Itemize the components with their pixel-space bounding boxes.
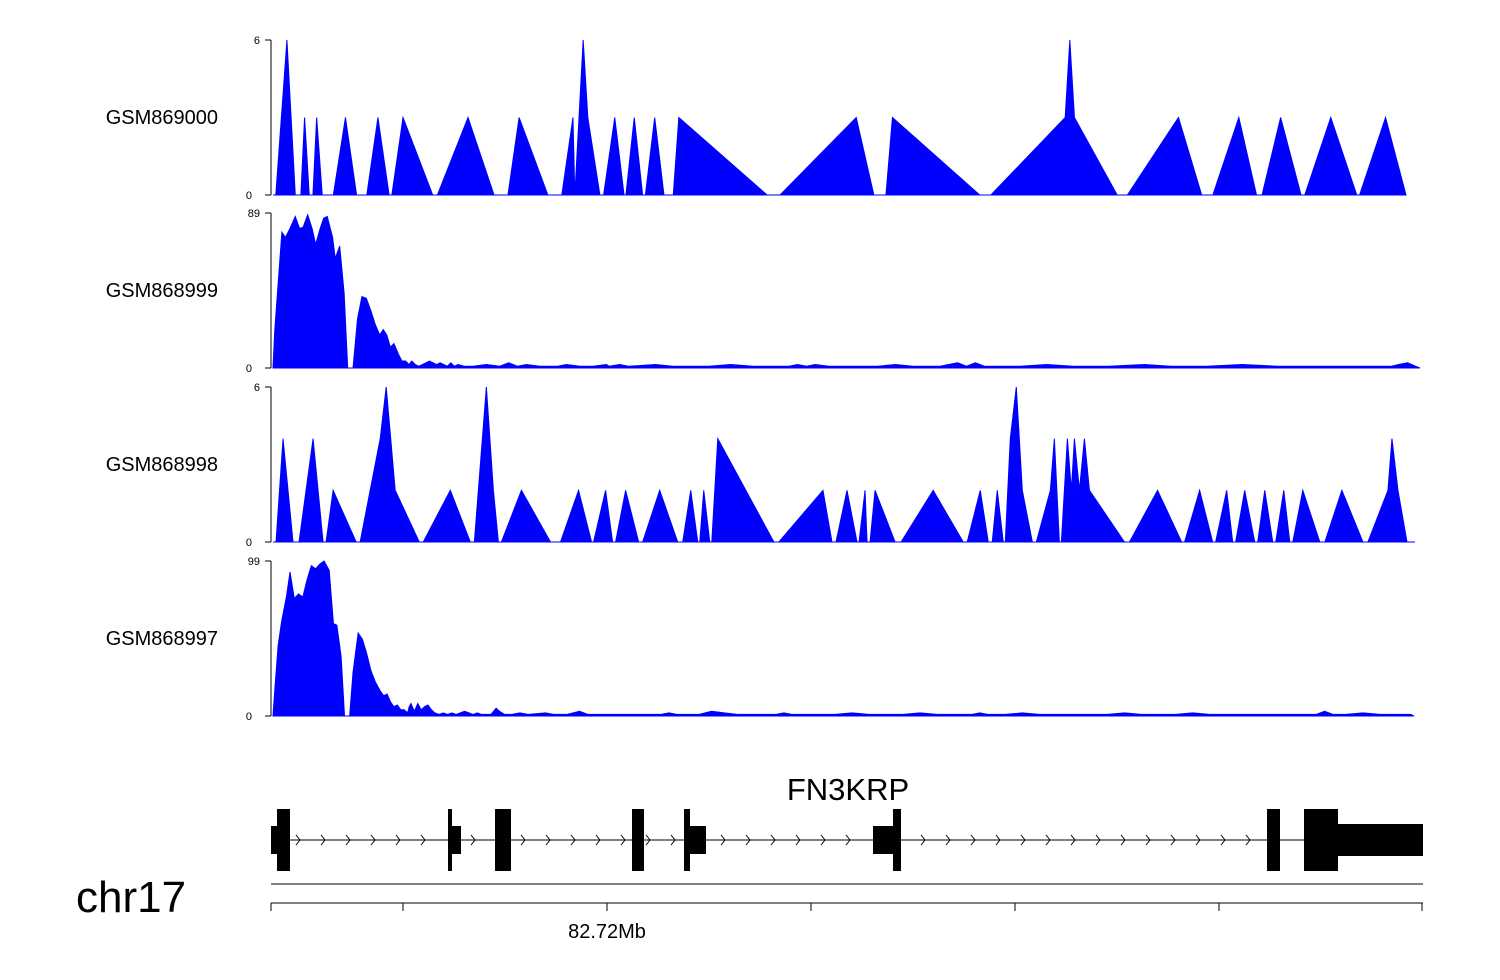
track-gsm869000: GSM869000 6 0	[106, 35, 1407, 202]
strand-arrow	[1245, 834, 1251, 846]
strand-arrow	[595, 834, 601, 846]
exon-block	[495, 809, 511, 871]
strand-arrow	[1070, 834, 1076, 846]
strand-arrow	[1145, 834, 1151, 846]
exon-block	[1338, 824, 1423, 856]
exon-block	[632, 809, 644, 871]
strand-arrow	[1120, 834, 1126, 846]
strand-arrow	[845, 834, 851, 846]
strand-arrow	[995, 834, 1001, 846]
exon-block	[1304, 809, 1338, 871]
strand-arrow	[295, 834, 301, 846]
strand-arrow	[1170, 834, 1176, 846]
exon-block	[448, 809, 452, 871]
exon-block	[893, 809, 901, 871]
strand-arrow	[470, 834, 476, 846]
track-gsm868998: GSM868998 6 0	[106, 382, 1415, 549]
coverage-tracks: GSM86900060GSM868999890GSM86899860GSM868…	[106, 35, 1421, 723]
strand-arrow	[1220, 834, 1226, 846]
track-gsm868997: GSM868997 99 0	[106, 556, 1415, 723]
strand-arrow	[820, 834, 826, 846]
track-name-label: GSM868998	[106, 454, 218, 476]
chromosome-label: chr17	[76, 873, 186, 922]
strand-arrow	[395, 834, 401, 846]
strand-arrow	[970, 834, 976, 846]
strand-arrow	[320, 834, 326, 846]
axis-tick-label-82-72mb: 82.72Mb	[568, 921, 646, 943]
strand-arrow	[1195, 834, 1201, 846]
exon-block	[452, 826, 461, 854]
gene-track: FN3KRP	[271, 772, 1423, 871]
exon-block	[271, 826, 277, 854]
y-max-label: 6	[254, 382, 260, 394]
strand-arrow	[720, 834, 726, 846]
strand-arrow	[345, 834, 351, 846]
genomic-axis: chr17 82.72Mb	[76, 873, 1423, 943]
exon-block	[690, 826, 706, 854]
y-min-label: 0	[246, 363, 252, 375]
exon-block	[1267, 809, 1280, 871]
coverage-area	[272, 213, 1421, 369]
y-max-label: 89	[248, 208, 260, 220]
y-max-label: 99	[248, 556, 260, 568]
strand-arrow	[795, 834, 801, 846]
strand-arrow	[520, 834, 526, 846]
strand-arrow	[920, 834, 926, 846]
strand-arrow	[370, 834, 376, 846]
strand-arrow	[545, 834, 551, 846]
track-gsm868999: GSM868999 89 0	[106, 208, 1421, 375]
y-min-label: 0	[246, 711, 252, 723]
gene-name-label: FN3KRP	[787, 772, 909, 807]
coverage-area	[273, 39, 1407, 196]
track-name-label: GSM868997	[106, 628, 218, 650]
y-min-label: 0	[246, 190, 252, 202]
strand-arrow	[1045, 834, 1051, 846]
exon-block	[684, 809, 690, 871]
exon-block	[277, 809, 290, 871]
strand-arrow	[670, 834, 676, 846]
strand-arrow	[1095, 834, 1101, 846]
strand-arrow	[620, 834, 626, 846]
track-name-label: GSM869000	[106, 107, 218, 129]
strand-arrow	[745, 834, 751, 846]
strand-arrow	[945, 834, 951, 846]
strand-arrow	[770, 834, 776, 846]
strand-arrow	[570, 834, 576, 846]
y-min-label: 0	[246, 537, 252, 549]
strand-arrow	[1020, 834, 1026, 846]
coverage-area	[272, 560, 1415, 717]
strand-arrow	[420, 834, 426, 846]
track-name-label: GSM868999	[106, 280, 218, 302]
exon-block	[873, 826, 893, 854]
strand-arrow	[645, 834, 651, 846]
y-max-label: 6	[254, 35, 260, 47]
coverage-area	[273, 386, 1415, 543]
